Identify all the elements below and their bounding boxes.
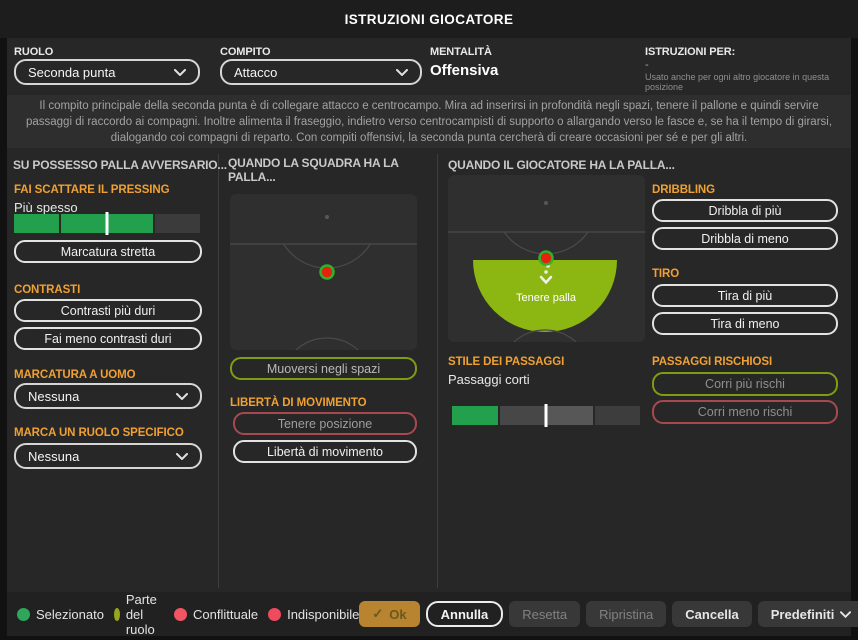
slider-segment bbox=[594, 406, 640, 425]
column-divider bbox=[218, 154, 219, 588]
legend-item: Selezionato bbox=[17, 607, 104, 622]
fewer-risky-passes-button[interactable]: Corri meno rischi bbox=[652, 400, 838, 424]
cancel-button[interactable]: Annulla bbox=[425, 601, 504, 627]
mark-role-label: MARCA UN RUOLO SPECIFICO bbox=[14, 427, 184, 439]
tight-marking-button[interactable]: Marcatura stretta bbox=[14, 240, 202, 263]
slider-segment bbox=[499, 406, 545, 425]
status-dot-icon bbox=[113, 607, 120, 621]
roam-from-position-button[interactable]: Libertà di movimento bbox=[233, 440, 417, 463]
pressing-label: FAI SCATTARE IL PRESSING bbox=[14, 184, 170, 196]
chevron-down-icon bbox=[176, 392, 188, 400]
pressing-value: Più spesso bbox=[14, 200, 78, 215]
status-dot-icon bbox=[268, 607, 282, 621]
ok-button[interactable]: ✓ Ok bbox=[359, 601, 420, 627]
dribble-less-button[interactable]: Dribbla di meno bbox=[652, 227, 838, 250]
passing-style-slider[interactable] bbox=[452, 404, 640, 427]
legend-item: Indisponibile bbox=[268, 607, 359, 622]
role-label: RUOLO bbox=[14, 46, 54, 58]
legend-item: Conflittuale bbox=[174, 607, 258, 622]
chevron-down-icon bbox=[174, 68, 186, 76]
footer-buttons: ✓ Ok Annulla Resetta Ripristina Cancella… bbox=[359, 601, 858, 627]
man-marking-dropdown[interactable]: Nessuna bbox=[14, 383, 202, 409]
title-bar: ISTRUZIONI GIOCATORE bbox=[0, 0, 858, 38]
slider-segment bbox=[547, 406, 593, 425]
shoot-more-button[interactable]: Tira di più bbox=[652, 284, 838, 307]
role-description-strip: Il compito principale della seconda punt… bbox=[7, 95, 851, 148]
footer-bar: Selezionato Parte del ruolo Conflittuale In… bbox=[7, 592, 858, 637]
player-dot-icon bbox=[319, 264, 335, 280]
legend-item: Parte del ruolo bbox=[113, 591, 164, 637]
duty-dropdown[interactable]: Attacco bbox=[220, 59, 422, 85]
mentality-value: Offensiva bbox=[430, 62, 499, 79]
player-in-possession-header: QUANDO IL GIOCATORE HA LA PALLA... bbox=[448, 158, 675, 172]
slider-segment bbox=[14, 214, 59, 233]
shoot-less-button[interactable]: Tira di meno bbox=[652, 312, 838, 335]
legend-label: Indisponibile bbox=[287, 606, 360, 622]
man-marking-value: Nessuna bbox=[28, 388, 80, 404]
hold-ball-zone-label: Tenere palla bbox=[516, 292, 577, 304]
slider-default-tick bbox=[544, 404, 548, 427]
move-into-channels-button[interactable]: Muoversi negli spazi bbox=[230, 357, 417, 380]
slider-default-tick bbox=[105, 212, 109, 235]
penalty-spot bbox=[325, 215, 329, 219]
player-possession-pitch-graphic: Tenere palla bbox=[448, 175, 645, 342]
role-dropdown[interactable]: Seconda punta bbox=[14, 59, 200, 85]
hold-ball-zone bbox=[473, 260, 617, 332]
reset-button[interactable]: Resetta bbox=[509, 601, 581, 627]
player-dot-icon bbox=[538, 250, 554, 266]
mark-role-value: Nessuna bbox=[28, 448, 80, 464]
clear-button[interactable]: Cancella bbox=[672, 601, 752, 627]
duty-value: Attacco bbox=[234, 64, 278, 80]
passing-style-value: Passaggi corti bbox=[448, 372, 530, 387]
chevron-down-icon bbox=[396, 68, 408, 76]
status-dot-icon bbox=[17, 607, 30, 621]
status-dot-icon bbox=[174, 607, 188, 621]
restore-button[interactable]: Ripristina bbox=[586, 601, 667, 627]
legend-label: Selezionato bbox=[36, 606, 104, 622]
presets-button[interactable]: Predefiniti bbox=[757, 601, 858, 627]
instructions-for-note: Usato anche per ogni altro giocatore in … bbox=[645, 72, 830, 92]
page-title: ISTRUZIONI GIOCATORE bbox=[344, 11, 514, 27]
team-in-possession-header: QUANDO LA SQUADRA HA LA PALLA... bbox=[228, 156, 399, 184]
chevron-down-icon bbox=[176, 452, 188, 460]
legend-label: Parte del ruolo bbox=[125, 591, 157, 637]
more-risky-passes-button[interactable]: Corri più rischi bbox=[652, 372, 838, 396]
slider-segment bbox=[452, 406, 498, 425]
role-description: Il compito principale della seconda punt… bbox=[25, 99, 833, 144]
slider-segment bbox=[108, 214, 153, 233]
tackling-label: CONTRASTI bbox=[14, 284, 81, 296]
column-divider bbox=[437, 154, 438, 588]
check-icon: ✓ bbox=[372, 606, 384, 621]
mark-role-dropdown[interactable]: Nessuna bbox=[14, 443, 202, 469]
dribbling-label: DRIBBLING bbox=[652, 184, 715, 196]
team-possession-pitch-graphic bbox=[230, 194, 417, 350]
mentality-label: MENTALITÀ bbox=[430, 46, 492, 58]
hold-position-button[interactable]: Tenere posizione bbox=[233, 412, 417, 435]
tackle-harder-button[interactable]: Contrasti più duri bbox=[14, 299, 202, 322]
shooting-label: TIRO bbox=[652, 268, 680, 280]
passing-style-label: STILE DEI PASSAGGI bbox=[448, 356, 565, 368]
out-of-possession-header: SU POSSESSO PALLA AVVERSARIO... bbox=[13, 158, 227, 172]
chevron-down-icon bbox=[840, 610, 852, 618]
instructions-for-value: - bbox=[645, 59, 649, 71]
slider-segment bbox=[155, 214, 200, 233]
move-down-arrow-icon bbox=[539, 275, 553, 285]
penalty-spot bbox=[544, 201, 548, 205]
dribble-more-button[interactable]: Dribbla di più bbox=[652, 199, 838, 222]
instructions-for-label: ISTRUZIONI PER: bbox=[645, 46, 736, 58]
ease-off-tackles-button[interactable]: Fai meno contrasti duri bbox=[14, 327, 202, 350]
duty-label: COMPITO bbox=[220, 46, 271, 58]
role-value: Seconda punta bbox=[28, 64, 116, 80]
risky-passes-label: PASSAGGI RISCHIOSI bbox=[652, 356, 773, 368]
man-marking-label: MARCATURA A UOMO bbox=[14, 369, 136, 381]
slider-segment bbox=[61, 214, 106, 233]
pressing-slider[interactable] bbox=[14, 212, 200, 235]
legend-label: Conflittuale bbox=[193, 606, 259, 622]
status-legend: Selezionato Parte del ruolo Conflittuale In… bbox=[17, 592, 359, 637]
freedom-label: LIBERTÀ DI MOVIMENTO bbox=[230, 397, 367, 409]
